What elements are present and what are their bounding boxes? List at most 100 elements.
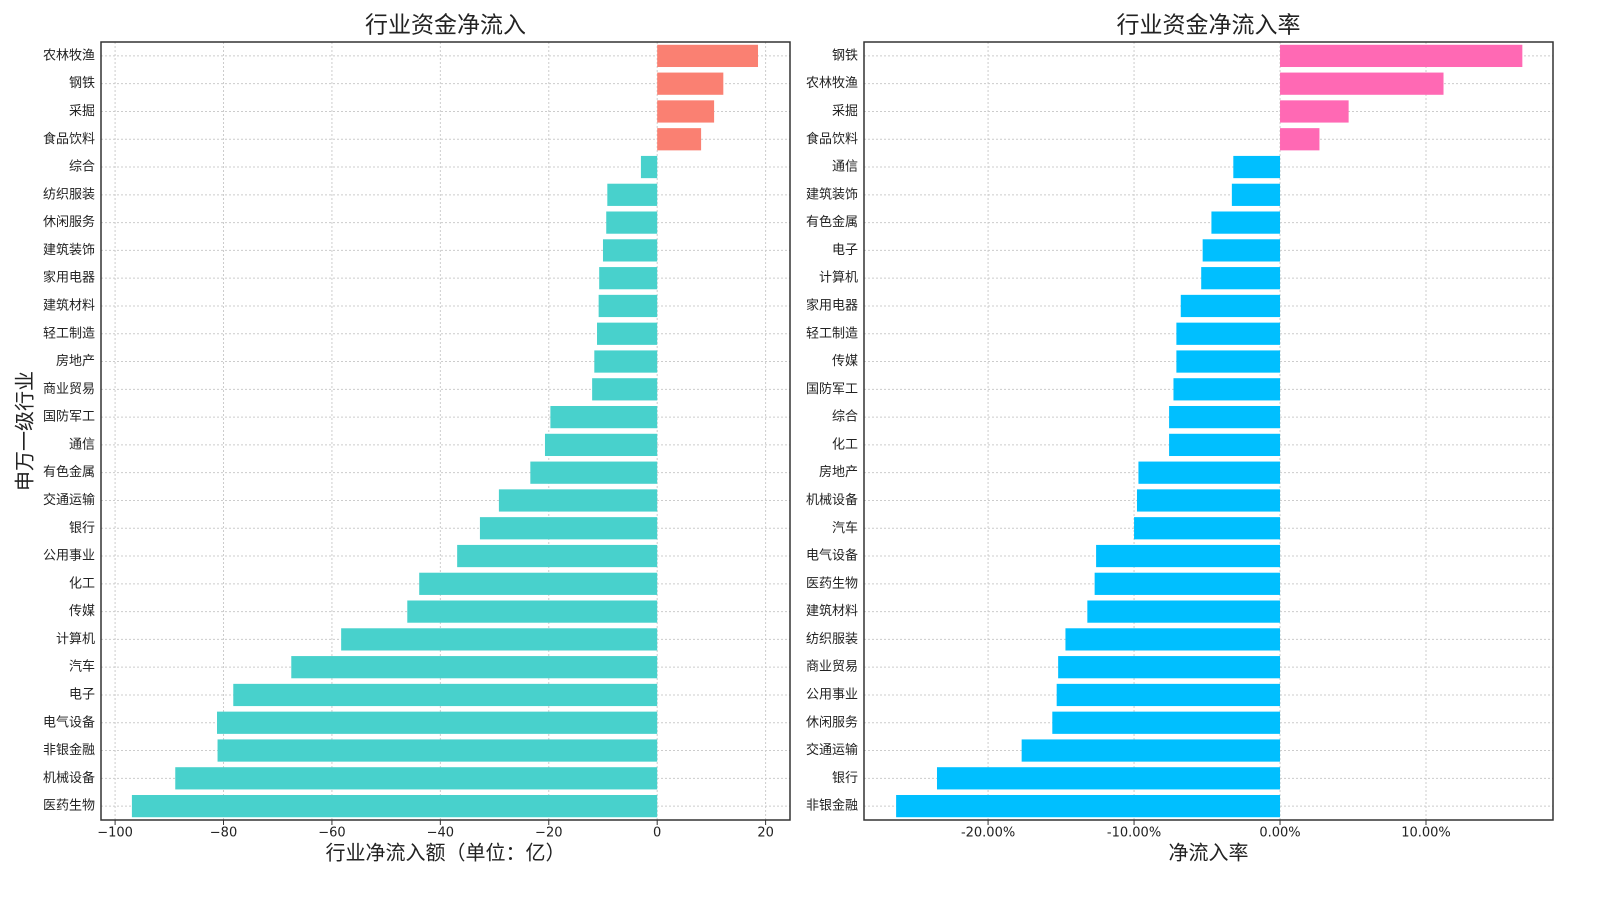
bar bbox=[479, 517, 658, 540]
bar bbox=[1052, 711, 1281, 734]
bar bbox=[1087, 600, 1281, 623]
x-tick-label: −80 bbox=[210, 826, 237, 841]
bar bbox=[657, 100, 715, 123]
bar bbox=[1280, 128, 1320, 151]
bar bbox=[1136, 489, 1281, 512]
y-tick-label: 食品饮料 bbox=[806, 131, 858, 147]
y-tick-label: 通信 bbox=[832, 160, 858, 175]
y-tick-label: 钢铁 bbox=[69, 76, 95, 91]
bar bbox=[640, 155, 658, 179]
y-tick-label: 电子 bbox=[832, 243, 858, 258]
y-tick-label: 钢铁 bbox=[832, 48, 858, 63]
bar bbox=[1096, 544, 1281, 568]
bar bbox=[597, 322, 658, 345]
y-tick-label: 机械设备 bbox=[806, 492, 858, 508]
y-tick-label: 医药生物 bbox=[806, 576, 858, 591]
bar bbox=[1280, 72, 1444, 95]
y-tick-label: 机械设备 bbox=[43, 770, 95, 786]
bar bbox=[1058, 656, 1281, 679]
y-tick-label: 建筑材料 bbox=[43, 297, 95, 313]
y-tick-label: 有色金属 bbox=[806, 214, 858, 230]
y-tick-label: 汽车 bbox=[832, 520, 858, 536]
y-tick-label: 建筑材料 bbox=[806, 603, 858, 619]
y-tick-label: 轻工制造 bbox=[43, 326, 95, 341]
bar bbox=[341, 628, 658, 651]
bar bbox=[1138, 461, 1281, 484]
x-tick-label: −20 bbox=[535, 826, 562, 841]
bar bbox=[217, 739, 658, 762]
y-tick-label: 传媒 bbox=[832, 354, 858, 369]
y-tick-label: 商业贸易 bbox=[43, 382, 95, 397]
y-tick-label: 汽车 bbox=[69, 659, 95, 675]
x-axis-label: 行业净流入额（单位：亿） bbox=[326, 841, 566, 865]
bar bbox=[1169, 405, 1281, 429]
y-tick-label: 电气设备 bbox=[43, 714, 95, 730]
y-tick-label: 化工 bbox=[832, 437, 858, 452]
bar bbox=[657, 72, 724, 95]
y-tick-label: 银行 bbox=[832, 771, 858, 786]
bar bbox=[217, 711, 658, 734]
bar bbox=[1201, 267, 1281, 290]
y-tick-label: 农林牧渔 bbox=[43, 48, 95, 63]
y-tick-label: 交通运输 bbox=[806, 742, 858, 758]
x-tick-label: -20.00% bbox=[961, 826, 1015, 841]
y-tick-label: 采掘 bbox=[832, 104, 858, 119]
bar bbox=[592, 378, 658, 401]
y-tick-label: 食品饮料 bbox=[43, 131, 95, 147]
bar bbox=[602, 239, 658, 262]
bar bbox=[599, 267, 658, 290]
bar bbox=[457, 544, 658, 568]
bar bbox=[233, 683, 658, 707]
bar bbox=[1173, 378, 1281, 401]
bar bbox=[1065, 628, 1281, 651]
y-tick-label: 国防军工 bbox=[806, 381, 858, 397]
y-tick-label: 通信 bbox=[69, 437, 95, 452]
y-tick-label: 传媒 bbox=[69, 604, 95, 619]
bar bbox=[657, 44, 759, 68]
bar bbox=[594, 350, 658, 373]
bar bbox=[607, 183, 658, 206]
bar bbox=[1211, 211, 1281, 234]
y-tick-label: 建筑装饰 bbox=[806, 186, 858, 202]
x-tick-label: 0.00% bbox=[1259, 826, 1300, 841]
y-axis-label: 申万一级行业 bbox=[13, 371, 37, 491]
y-tick-label: 公用事业 bbox=[806, 687, 858, 702]
bar bbox=[175, 767, 658, 790]
y-tick-label: 家用电器 bbox=[806, 297, 858, 313]
bar bbox=[1280, 100, 1349, 123]
y-tick-label: 非银金融 bbox=[43, 742, 95, 758]
bar bbox=[407, 600, 658, 623]
bar bbox=[1176, 322, 1281, 345]
plot-frame bbox=[863, 41, 1554, 821]
bar bbox=[131, 794, 658, 818]
y-tick-label: 电子 bbox=[69, 687, 95, 702]
y-tick-label: 休闲服务 bbox=[806, 714, 858, 730]
bar bbox=[498, 489, 658, 512]
y-tick-label: 综合 bbox=[69, 160, 95, 175]
chart-title: 行业资金净流入率 bbox=[1117, 13, 1301, 39]
bar bbox=[291, 656, 658, 679]
y-tick-label: 房地产 bbox=[819, 464, 858, 480]
y-tick-label: 纺织服装 bbox=[806, 632, 858, 647]
x-tick-label: 10.00% bbox=[1401, 826, 1451, 841]
bar bbox=[896, 794, 1281, 818]
bar bbox=[1231, 183, 1281, 206]
y-tick-label: 房地产 bbox=[56, 353, 95, 369]
y-tick-label: 计算机 bbox=[819, 271, 858, 286]
y-tick-label: 休闲服务 bbox=[43, 214, 95, 230]
bar bbox=[544, 433, 658, 457]
y-tick-label: 商业贸易 bbox=[806, 660, 858, 675]
y-tick-label: 医药生物 bbox=[43, 799, 95, 814]
chart-title: 行业资金净流入 bbox=[365, 13, 526, 39]
bar bbox=[1094, 572, 1281, 595]
y-tick-label: 采掘 bbox=[69, 104, 95, 119]
bar bbox=[1056, 683, 1281, 707]
bar bbox=[550, 405, 658, 429]
bar bbox=[657, 128, 702, 151]
y-tick-label: 银行 bbox=[69, 521, 95, 536]
y-tick-label: 农林牧渔 bbox=[806, 76, 858, 91]
bar bbox=[1169, 433, 1281, 457]
y-tick-label: 国防军工 bbox=[43, 409, 95, 425]
bar bbox=[1180, 294, 1281, 318]
